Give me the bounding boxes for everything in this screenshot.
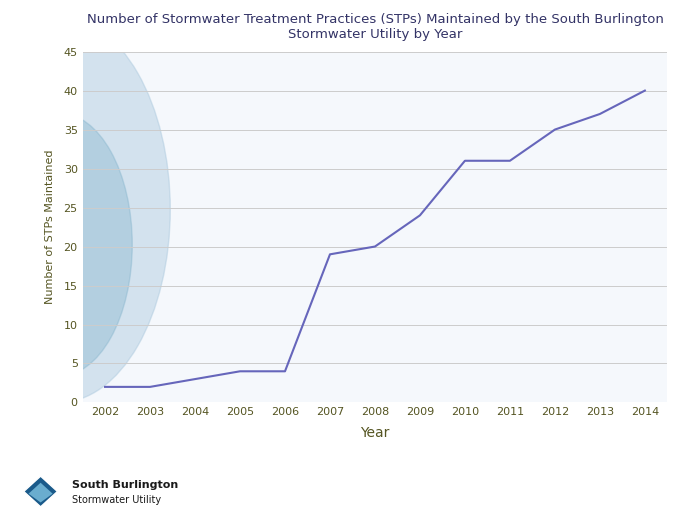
Y-axis label: Number of STPs Maintained: Number of STPs Maintained (45, 150, 55, 304)
Title: Number of Stormwater Treatment Practices (STPs) Maintained by the South Burlingt: Number of Stormwater Treatment Practices… (87, 13, 663, 41)
Text: South Burlington: South Burlington (72, 480, 178, 490)
Polygon shape (28, 483, 52, 503)
Ellipse shape (0, 113, 132, 376)
Polygon shape (23, 476, 58, 507)
Text: Stormwater Utility: Stormwater Utility (72, 495, 161, 505)
Ellipse shape (0, 17, 171, 402)
X-axis label: Year: Year (361, 426, 389, 440)
